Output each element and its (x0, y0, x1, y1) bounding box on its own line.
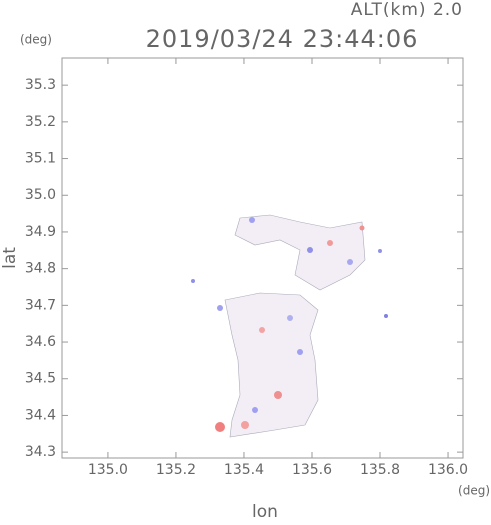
y-tick-label: 34.9 (25, 224, 56, 240)
y-tick-label: 34.5 (25, 371, 56, 387)
y-tick-label: 35.2 (25, 114, 56, 130)
y-unit: (deg) (20, 33, 52, 47)
y-axis-label: lat (0, 247, 20, 269)
x-tick-label: 135.6 (292, 462, 332, 478)
y-tick-label: 34.3 (25, 444, 56, 460)
x-tick-label: 135.0 (88, 462, 128, 478)
x-axis-label: lon (252, 502, 278, 521)
chart-title: 2019/03/24 23:44:06 (146, 25, 419, 53)
altitude-label: ALT(km) 2.0 (351, 0, 463, 20)
y-tick-label: 34.6 (25, 334, 56, 350)
y-tick-label: 34.4 (25, 407, 56, 423)
y-tick-label: 35.3 (25, 77, 56, 93)
y-tick-label: 34.8 (25, 261, 56, 277)
y-tick-label: 34.7 (25, 297, 56, 313)
x-tick-label: 136.0 (428, 462, 468, 478)
x-tick-label: 135.4 (224, 462, 264, 478)
y-tick-label: 35.0 (25, 187, 56, 203)
x-tick-label: 135.2 (156, 462, 196, 478)
y-tick-label: 35.1 (25, 151, 56, 167)
x-unit: (deg) (458, 484, 490, 498)
x-tick-label: 135.8 (360, 462, 400, 478)
radar-echo (191, 214, 388, 438)
plot-frame (61, 57, 464, 459)
